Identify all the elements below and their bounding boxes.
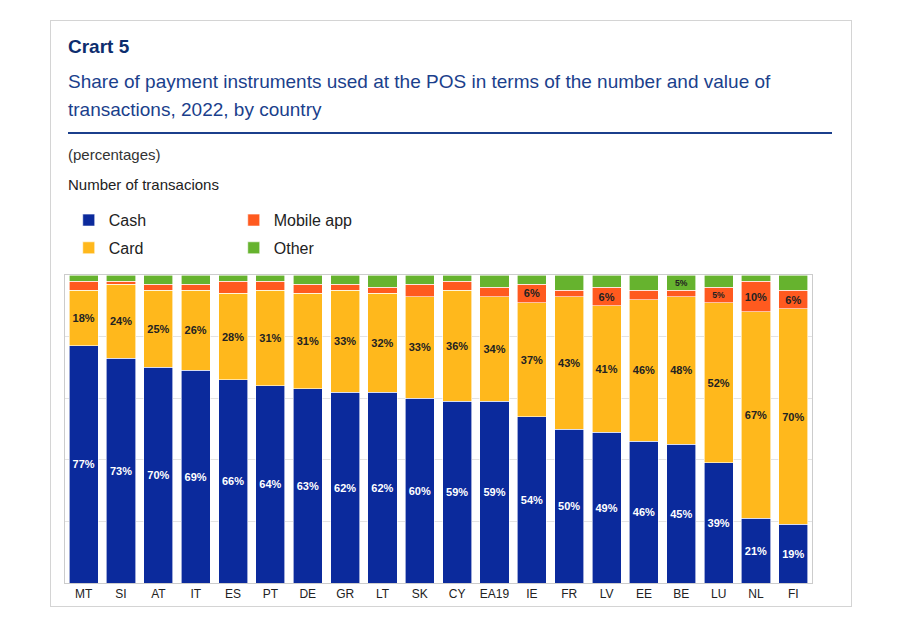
svg-text:62%: 62% (334, 482, 356, 494)
html-text:Share of payment instruments u: Share of payment instruments used at the… (68, 71, 771, 120)
svg-text:6%: 6% (599, 291, 615, 303)
svg-text:10%: 10% (745, 291, 767, 303)
svg-text:43%: 43% (558, 357, 580, 369)
svg-text:ES: ES (225, 587, 241, 601)
svg-text:69%: 69% (185, 471, 207, 483)
svg-text:21%: 21% (745, 545, 767, 557)
svg-text:36%: 36% (446, 340, 468, 352)
svg-text:59%: 59% (483, 486, 505, 498)
svg-text:48%: 48% (670, 364, 692, 376)
svg-text:60%: 60% (409, 485, 431, 497)
svg-text:NL: NL (748, 587, 764, 601)
html-text:Crart 5: Crart 5 (68, 36, 130, 57)
svg-text:45%: 45% (670, 508, 692, 520)
svg-text:Other: Other (274, 240, 315, 257)
svg-text:50%: 50% (558, 500, 580, 512)
svg-text:EA19: EA19 (480, 587, 510, 601)
svg-text:26%: 26% (185, 324, 207, 336)
svg-text:5%: 5% (675, 278, 688, 288)
svg-text:33%: 33% (334, 335, 356, 347)
svg-text:37%: 37% (521, 354, 543, 366)
svg-text:46%: 46% (633, 506, 655, 518)
svg-text:33%: 33% (409, 341, 431, 353)
svg-text:67%: 67% (745, 409, 767, 421)
svg-text:31%: 31% (259, 332, 281, 344)
svg-text:63%: 63% (297, 480, 319, 492)
svg-text:Mobile app: Mobile app (274, 212, 352, 229)
svg-text:6%: 6% (524, 287, 540, 299)
svg-text:41%: 41% (595, 363, 617, 375)
svg-text:49%: 49% (595, 502, 617, 514)
svg-text:28%: 28% (222, 331, 244, 343)
svg-text:EE: EE (636, 587, 652, 601)
svg-text:CY: CY (449, 587, 466, 601)
svg-text:BE: BE (673, 587, 689, 601)
svg-text:18%: 18% (73, 312, 95, 324)
svg-text:5%: 5% (712, 290, 725, 300)
svg-text:19%: 19% (782, 548, 804, 560)
svg-text:70%: 70% (782, 411, 804, 423)
svg-text:MT: MT (75, 587, 93, 601)
svg-text:AT: AT (151, 587, 166, 601)
svg-text:32%: 32% (371, 337, 393, 349)
svg-text:IT: IT (190, 587, 201, 601)
svg-text:62%: 62% (371, 482, 393, 494)
svg-text:PT: PT (263, 587, 279, 601)
svg-text:52%: 52% (708, 377, 730, 389)
svg-text:Card: Card (109, 240, 144, 257)
svg-text:24%: 24% (110, 315, 132, 327)
svg-text:73%: 73% (110, 465, 132, 477)
svg-text:SI: SI (115, 587, 126, 601)
svg-text:59%: 59% (446, 486, 468, 498)
svg-text:64%: 64% (259, 478, 281, 490)
svg-text:54%: 54% (521, 494, 543, 506)
svg-text:FI: FI (788, 587, 799, 601)
svg-text:DE: DE (299, 587, 316, 601)
svg-text:Cash: Cash (109, 212, 146, 229)
svg-text:FR: FR (561, 587, 577, 601)
svg-text:77%: 77% (73, 458, 95, 470)
svg-text:IE: IE (526, 587, 537, 601)
svg-text:GR: GR (336, 587, 354, 601)
svg-text:46%: 46% (633, 364, 655, 376)
html-text:Number of transacions: Number of transacions (68, 176, 219, 193)
svg-text:LV: LV (600, 587, 614, 601)
svg-text:31%: 31% (297, 335, 319, 347)
svg-text:25%: 25% (147, 323, 169, 335)
svg-text:SK: SK (412, 587, 428, 601)
html-text:(percentages): (percentages) (68, 146, 161, 163)
svg-text:6%: 6% (785, 294, 801, 306)
svg-text:39%: 39% (708, 517, 730, 529)
svg-text:70%: 70% (147, 469, 169, 481)
svg-text:LT: LT (376, 587, 390, 601)
svg-text:34%: 34% (483, 343, 505, 355)
svg-text:LU: LU (711, 587, 726, 601)
svg-text:66%: 66% (222, 475, 244, 487)
